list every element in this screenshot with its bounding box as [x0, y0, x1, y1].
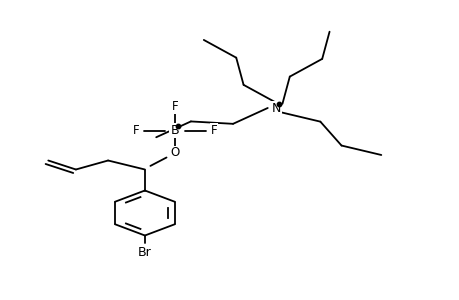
Text: N: N — [271, 101, 280, 115]
Text: B: B — [170, 124, 179, 137]
Text: Br: Br — [138, 245, 151, 259]
Text: F: F — [210, 124, 217, 137]
Text: O: O — [170, 146, 179, 160]
Text: F: F — [171, 100, 178, 113]
Text: F: F — [132, 124, 139, 137]
